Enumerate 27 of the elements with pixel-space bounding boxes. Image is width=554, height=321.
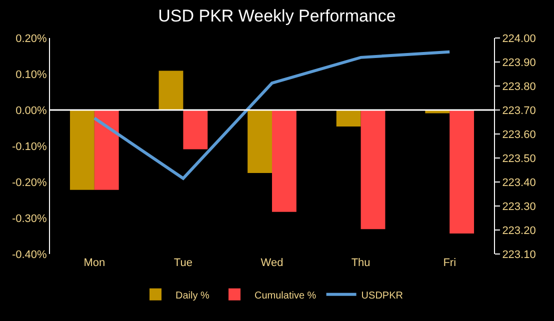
y2-tick-label: 223.50 xyxy=(502,152,536,165)
y2-tick-label: 223.80 xyxy=(502,80,536,93)
y-tick-label: 0.00% xyxy=(16,104,48,117)
y-tick-label: -0.40% xyxy=(12,248,48,261)
y-tick-label: -0.20% xyxy=(12,176,48,189)
x-tick-label: Fri xyxy=(443,257,456,269)
x-tick-label: Mon xyxy=(84,257,106,269)
y2-tick-label: 224.00 xyxy=(502,32,536,45)
chart-title: USD PKR Weekly Performance xyxy=(158,6,396,26)
legend-label: Daily % xyxy=(176,290,210,302)
y-tick-label: -0.10% xyxy=(12,140,48,153)
legend-label: USDPKR xyxy=(361,290,403,302)
y-tick-label: -0.30% xyxy=(12,212,48,225)
y2-tick-label: 223.60 xyxy=(502,128,536,141)
y2-tick-label: 223.90 xyxy=(502,56,536,69)
legend-label: Cumulative % xyxy=(254,290,316,302)
y-tick-label: 0.10% xyxy=(16,68,48,81)
y2-tick-label: 223.10 xyxy=(502,248,536,261)
y2-tick-label: 223.30 xyxy=(502,200,536,213)
y2-tick-label: 223.40 xyxy=(502,176,536,189)
x-tick-label: Tue xyxy=(174,257,192,269)
x-tick-label: Thu xyxy=(351,257,370,269)
line-series xyxy=(92,50,452,180)
y-tick-label: 0.20% xyxy=(16,32,48,45)
y2-tick-label: 223.70 xyxy=(502,104,536,117)
x-tick-label: Wed xyxy=(260,257,284,269)
y2-tick-label: 223.20 xyxy=(502,224,536,237)
